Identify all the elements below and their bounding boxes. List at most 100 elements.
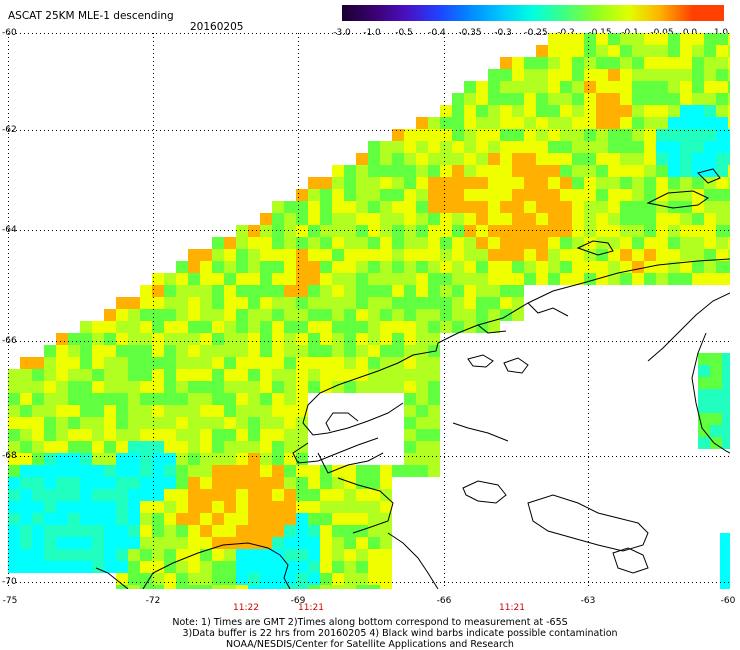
wind-cell [476,297,488,309]
wind-cell [128,429,140,441]
wind-cell [632,141,644,153]
wind-cell [416,453,428,465]
wind-cell [344,237,356,249]
wind-cell [20,405,32,417]
wind-cell [404,369,416,381]
wind-cell [512,213,524,225]
wind-cell [620,57,632,69]
wind-cell [368,297,380,309]
wind-cell [80,525,92,537]
wind-cell [500,141,512,153]
wind-cell [704,105,716,117]
wind-cell [644,201,656,213]
wind-cell [440,237,452,249]
wind-cell [104,321,116,333]
wind-cell [416,357,428,369]
wind-cell [488,105,500,117]
wind-cell [248,345,260,357]
wind-cell [680,201,692,213]
wind-cell [704,165,716,177]
wind-cell [32,513,44,525]
wind-cell [152,501,164,513]
wind-cell [632,189,644,201]
wind-cell [104,465,116,477]
coastline-segment [452,422,509,442]
wind-cell [80,537,92,549]
wind-cell [200,441,212,453]
wind-cell [368,333,380,345]
wind-cell [560,93,572,105]
wind-cell [188,453,200,465]
wind-cell [44,549,56,561]
wind-cell [152,369,164,381]
wind-cell [44,537,56,549]
wind-cell [8,525,20,537]
wind-cell [608,93,620,105]
wind-cell [296,537,308,549]
wind-cell [200,525,212,537]
wind-cell [236,273,248,285]
wind-cell [692,201,704,213]
wind-cell [668,33,680,45]
wind-cell [584,105,596,117]
wind-cell [224,237,236,249]
wind-cell [560,201,572,213]
wind-cell [524,237,536,249]
wind-cell [320,489,332,501]
wind-cell [332,573,344,585]
wind-cell [572,249,584,261]
wind-cell [380,237,392,249]
wind-cell [380,309,392,321]
coastline-segment [279,554,291,589]
wind-cell [656,117,668,129]
wind-cell [380,285,392,297]
wind-cell [248,501,260,513]
wind-cell [716,105,728,117]
wind-cell [500,213,512,225]
wind-cell [248,225,260,237]
wind-cell [56,477,68,489]
wind-cell [212,261,224,273]
wind-cell [416,381,428,393]
wind-cell [248,309,260,321]
wind-cell [728,45,730,57]
wind-cell [224,453,236,465]
wind-cell [224,513,236,525]
wind-cell [380,177,392,189]
wind-cell [536,129,548,141]
wind-cell [716,213,728,225]
wind-cell [536,93,548,105]
wind-cell [656,69,668,81]
wind-cell [44,453,56,465]
wind-cell [440,261,452,273]
wind-cell [68,489,80,501]
wind-cell [320,561,332,573]
wind-cell [320,465,332,477]
wind-cell [500,57,512,69]
wind-cell [704,33,716,45]
wind-cell [428,177,440,189]
wind-cell [344,465,356,477]
wind-cell [698,389,710,401]
wind-cell [512,165,524,177]
wind-cell [212,417,224,429]
wind-cell [560,165,572,177]
wind-cell [20,465,32,477]
wind-cell [320,549,332,561]
wind-cell [176,501,188,513]
wind-cell [632,57,644,69]
wind-cell [296,273,308,285]
wind-cell [452,201,464,213]
wind-cell [416,297,428,309]
wind-cell [476,93,488,105]
wind-cell [308,501,320,513]
wind-cell [164,501,176,513]
wind-cell [212,441,224,453]
wind-cell [56,405,68,417]
wind-cell [404,225,416,237]
coastline-segment [337,477,394,534]
wind-cell [68,453,80,465]
wind-cell [680,273,692,285]
wind-cell [176,369,188,381]
wind-cell [704,273,716,285]
